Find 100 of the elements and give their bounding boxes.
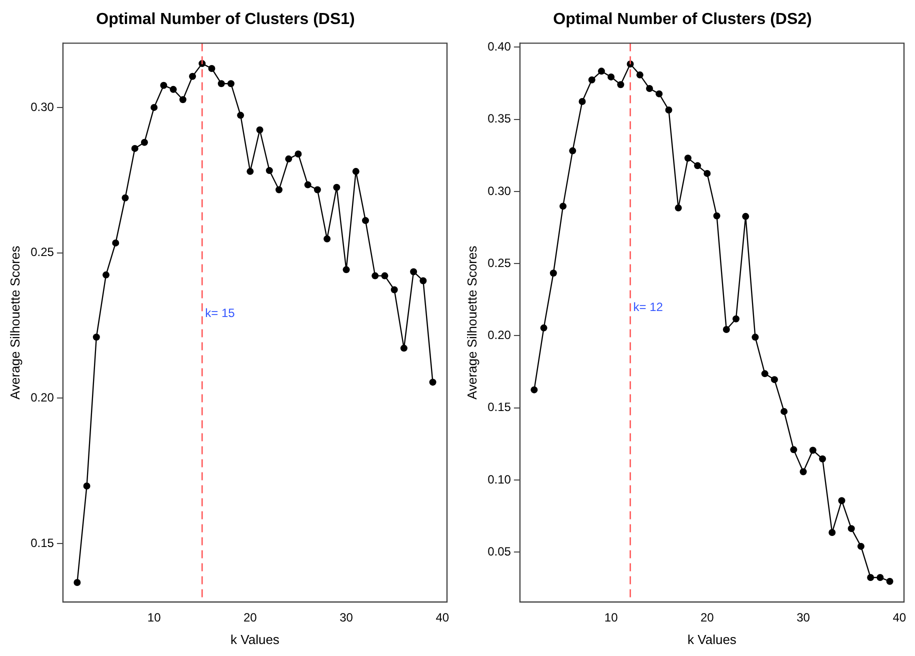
point (83, 482, 90, 490)
point (800, 468, 807, 476)
y-tick-label: 0.40 (488, 40, 512, 54)
y-tick-label: 0.15 (488, 400, 512, 414)
point (112, 239, 120, 246)
point (218, 80, 225, 88)
y-tick-label: 0.05 (488, 544, 512, 558)
point (867, 574, 874, 581)
point (684, 154, 692, 162)
point (598, 68, 605, 75)
point (876, 574, 884, 581)
y-tick-label: 0.10 (488, 472, 512, 486)
x-tick-label: 40 (892, 610, 906, 625)
point (617, 81, 624, 88)
y-tick-label: 0.25 (30, 245, 54, 260)
point (569, 147, 576, 154)
y-axis-title: Average Silhouette Scores (464, 245, 480, 400)
point (256, 126, 264, 134)
point (140, 138, 148, 146)
point (809, 446, 816, 454)
point (656, 90, 663, 98)
point (828, 528, 836, 536)
point (578, 98, 586, 105)
point (410, 268, 418, 276)
point (362, 217, 369, 224)
point (381, 272, 388, 280)
point (324, 235, 331, 242)
annotation: k= 12 (633, 300, 664, 314)
y-tick-label: 0.30 (30, 100, 54, 114)
point (636, 71, 644, 78)
point (208, 64, 216, 72)
point (530, 386, 538, 394)
point (550, 270, 557, 277)
point (694, 162, 702, 170)
point (352, 168, 360, 175)
point (400, 344, 408, 352)
point (752, 334, 759, 341)
point (742, 212, 750, 220)
point (285, 155, 292, 162)
point (179, 96, 186, 104)
point (237, 112, 244, 119)
point (770, 376, 778, 384)
point (704, 170, 711, 177)
point (266, 167, 273, 174)
point (276, 186, 283, 194)
point (560, 202, 567, 210)
x-tick-label: 40 (436, 610, 450, 625)
y-tick-label: 0.20 (30, 390, 54, 405)
point (722, 326, 730, 334)
point (150, 104, 158, 111)
point (819, 455, 826, 462)
annotation: k= 15 (205, 306, 236, 320)
point (848, 525, 855, 532)
point (372, 272, 379, 280)
point (333, 184, 340, 191)
point (674, 204, 682, 212)
point (780, 408, 788, 415)
x-axis-title: k Values (230, 632, 280, 647)
point (732, 315, 740, 322)
point (102, 271, 110, 278)
point (790, 446, 798, 454)
point (246, 168, 254, 175)
chart-title: Optimal Number of Clusters (DS1) (96, 11, 355, 28)
y-tick-label: 0.35 (488, 112, 512, 126)
x-tick-label: 20 (700, 610, 714, 625)
y-tick-label: 0.25 (488, 256, 512, 270)
x-tick-label: 10 (604, 610, 618, 625)
point (227, 80, 234, 88)
x-tick-label: 10 (147, 610, 162, 625)
point (420, 277, 427, 284)
point (92, 334, 100, 341)
x-tick-label: 30 (796, 610, 810, 625)
y-tick-label: 0.30 (488, 184, 512, 198)
point (189, 72, 196, 80)
point (342, 266, 350, 274)
point (588, 76, 596, 84)
point (122, 194, 129, 202)
point (304, 181, 312, 188)
point (608, 73, 615, 80)
x-axis-title: k Values (688, 632, 737, 647)
point (160, 82, 168, 89)
point (540, 324, 548, 332)
point (713, 212, 720, 220)
point (886, 578, 894, 585)
chart-title: Optimal Number of Clusters (DS2) (553, 11, 812, 28)
point (314, 186, 321, 194)
point (294, 150, 302, 158)
point (429, 378, 436, 386)
point (74, 579, 81, 586)
y-tick-label: 0.20 (488, 328, 512, 342)
x-tick-label: 30 (340, 610, 354, 625)
y-tick-label: 0.15 (30, 536, 54, 550)
point (170, 86, 177, 93)
point (761, 370, 768, 378)
point (838, 497, 846, 504)
x-tick-label: 20 (243, 610, 258, 625)
point (131, 144, 138, 152)
point (390, 286, 398, 294)
y-axis-title: Average Silhouette Scores (7, 245, 22, 400)
point (857, 542, 864, 550)
